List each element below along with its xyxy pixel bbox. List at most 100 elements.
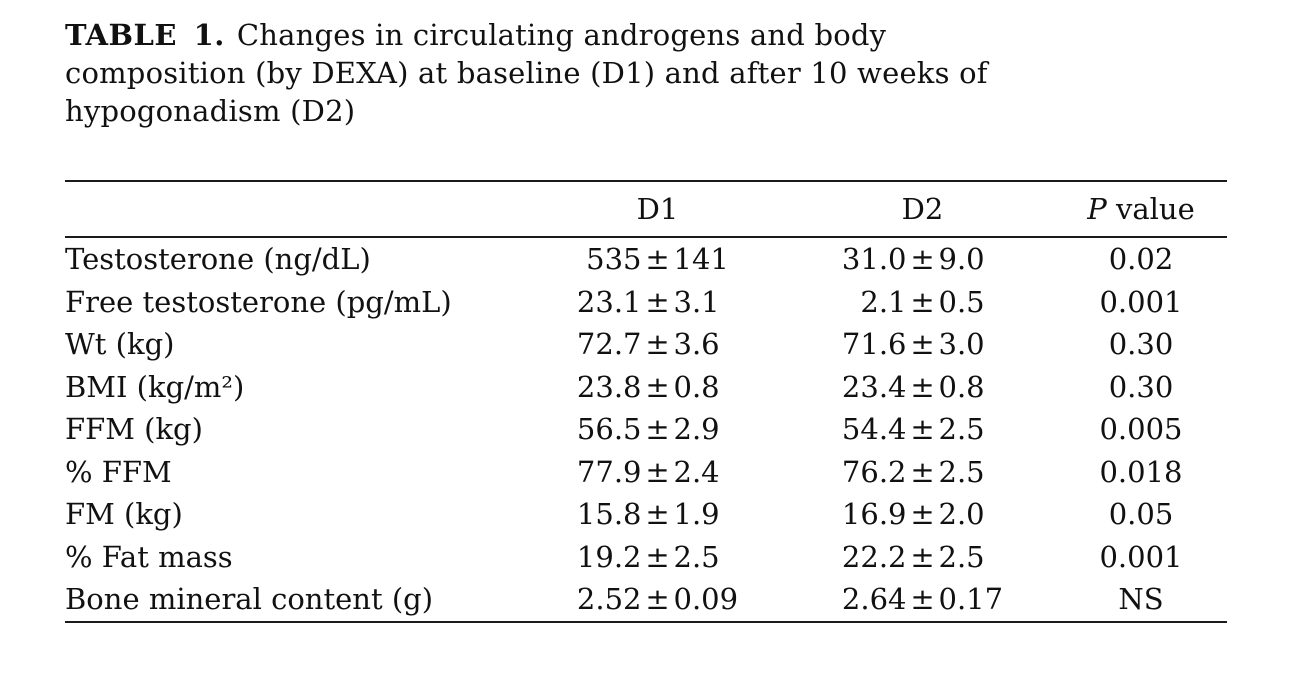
column-header-pvalue: P value [1055,181,1227,238]
d1-value-cell: 535 ±141 [525,237,790,281]
plus-minus-symbol: ± [910,284,935,319]
column-header-empty [65,181,525,238]
d2-value-cell: 2.1 ±0.5 [790,281,1055,324]
mean-value: 31.0 [841,242,907,277]
d2-value-cell: 22.2 ±2.5 [790,536,1055,579]
pvalue-cell: 0.018 [1099,454,1183,489]
d1-value-cell: 23.1 ±3.1 [525,281,790,324]
data-table: D1 D2 P value Testosterone (ng/dL) 535 ±1… [65,180,1227,623]
pvalue-symbol: P [1087,192,1107,226]
plus-minus-symbol: ± [645,242,670,277]
header-row: D1 D2 P value [65,181,1227,238]
d1-value-cell: 72.7 ±3.6 [525,323,790,366]
row-label-cell: Wt (kg) [65,327,175,362]
d1-value-cell: 23.8 ±0.8 [525,366,790,409]
error-value: 0.17 [938,582,1004,617]
caption-text: Changes in circulating androgens and bod… [236,18,887,52]
plus-minus-symbol: ± [910,369,935,404]
column-header-d1: D1 [525,181,790,238]
d1-value-cell: 15.8 ±1.9 [525,493,790,536]
plus-minus-symbol: ± [910,497,935,532]
mean-value: 71.6 [841,327,907,362]
d1-value-cell: 2.52 ±0.09 [525,578,790,622]
error-value: 3.1 [673,284,720,319]
row-label-cell: Free testosterone (pg/mL) [65,284,452,319]
mean-value: 15.8 [576,497,642,532]
pvalue-cell: 0.001 [1099,284,1183,319]
mean-value: 23.4 [841,369,907,404]
error-value: 0.8 [673,369,720,404]
d1-value-cell: 19.2 ±2.5 [525,536,790,579]
pvalue-cell: 0.05 [1108,497,1174,532]
error-value: 9.0 [938,242,985,277]
mean-value: 23.8 [576,369,642,404]
mean-value: 54.4 [841,412,907,447]
caption-line: hypogonadism (D2) [65,94,356,128]
error-value: 2.5 [673,539,720,574]
table-caption: TABLE 1. Changes in circulating androgens… [65,16,1235,130]
row-label-cell: BMI (kg/m²) [65,369,245,404]
pvalue-cell: 0.30 [1108,369,1174,404]
plus-minus-symbol: ± [645,454,670,489]
pvalue-cell: 0.30 [1108,327,1174,362]
caption-label: TABLE 1. [65,18,225,52]
mean-value: 56.5 [576,412,642,447]
mean-value: 2.52 [576,582,642,617]
d2-value-cell: 2.64 ±0.17 [790,578,1055,622]
column-header-d2: D2 [790,181,1055,238]
pvalue-cell: 0.001 [1099,539,1183,574]
pvalue-word: value [1115,192,1195,226]
error-value: 0.8 [938,369,985,404]
error-value: 2.5 [938,539,985,574]
row-label-cell: % FFM [65,454,172,489]
d2-value-cell: 76.2 ±2.5 [790,451,1055,494]
error-value: 2.0 [938,497,985,532]
row-label-cell: FM (kg) [65,497,183,532]
error-value: 2.4 [673,454,720,489]
table-row: % Fat mass 19.2 ±2.5 22.2 ±2.5 0.001 [65,536,1227,579]
mean-value: 23.1 [576,284,642,319]
plus-minus-symbol: ± [910,454,935,489]
mean-value: 72.7 [576,327,642,362]
row-label-cell: FFM (kg) [65,412,203,447]
table-row: % FFM 77.9 ±2.4 76.2 ±2.5 0.018 [65,451,1227,494]
d1-value-cell: 56.5 ±2.9 [525,408,790,451]
caption-line: composition (by DEXA) at baseline (D1) a… [65,56,988,90]
error-value: 3.6 [673,327,720,362]
table-row: FM (kg) 15.8 ±1.9 16.9 ±2.0 0.05 [65,493,1227,536]
error-value: 2.9 [673,412,720,447]
plus-minus-symbol: ± [910,539,935,574]
pvalue-cell: 0.02 [1108,242,1174,277]
error-value: 0.5 [938,284,985,319]
plus-minus-symbol: ± [910,242,935,277]
plus-minus-symbol: ± [645,497,670,532]
table-row: Bone mineral content (g) 2.52 ±0.09 2.64 ±… [65,578,1227,622]
d2-value-cell: 71.6 ±3.0 [790,323,1055,366]
plus-minus-symbol: ± [645,582,670,617]
error-value: 1.9 [673,497,720,532]
row-label-cell: Bone mineral content (g) [65,582,434,617]
table-row: Testosterone (ng/dL) 535 ±141 31.0 ±9.0 0.… [65,237,1227,281]
mean-value: 76.2 [841,454,907,489]
row-label-cell: % Fat mass [65,539,233,574]
table-row: BMI (kg/m²) 23.8 ±0.8 23.4 ±0.8 0.30 [65,366,1227,409]
d2-value-cell: 16.9 ±2.0 [790,493,1055,536]
mean-value: 22.2 [841,539,907,574]
mean-value: 19.2 [576,539,642,574]
plus-minus-symbol: ± [645,327,670,362]
mean-value: 2.64 [841,582,907,617]
mean-value: 77.9 [576,454,642,489]
table-row: Wt (kg) 72.7 ±3.6 71.6 ±3.0 0.30 [65,323,1227,366]
plus-minus-symbol: ± [910,582,935,617]
d1-value-cell: 77.9 ±2.4 [525,451,790,494]
error-value: 2.5 [938,412,985,447]
d2-value-cell: 31.0 ±9.0 [790,237,1055,281]
mean-value: 2.1 [860,284,907,319]
table-row: Free testosterone (pg/mL) 23.1 ±3.1 2.1 ±0… [65,281,1227,324]
plus-minus-symbol: ± [645,284,670,319]
d2-value-cell: 54.4 ±2.5 [790,408,1055,451]
error-value: 2.5 [938,454,985,489]
error-value: 0.09 [673,582,739,617]
error-value: 141 [673,242,729,277]
